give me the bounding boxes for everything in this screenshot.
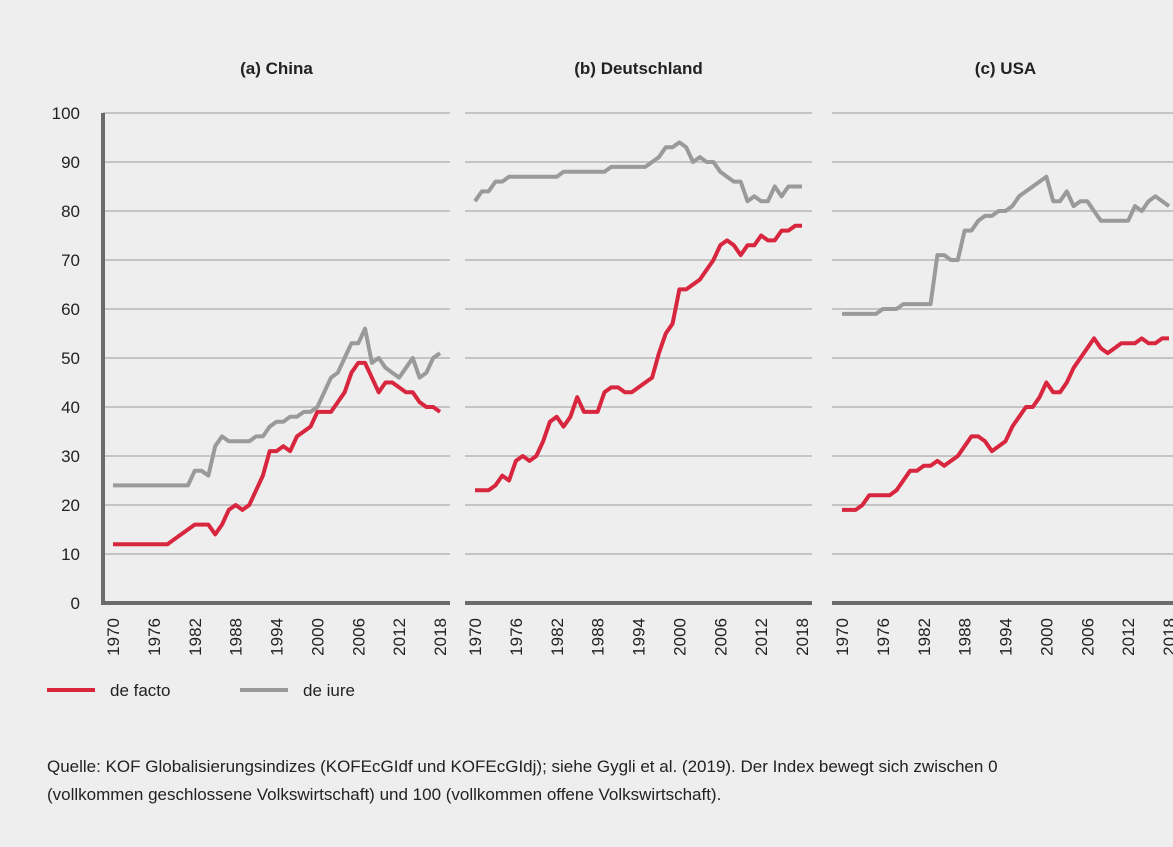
y-tick-label: 60: [61, 300, 80, 319]
series-line: [113, 360, 442, 547]
panel-title: (a) China: [240, 59, 313, 78]
panel-title: (c) USA: [975, 59, 1036, 78]
x-tick-label: 1988: [589, 618, 608, 656]
panel-title: (b) Deutschland: [574, 59, 702, 78]
x-tick-label: 2012: [1119, 618, 1138, 656]
series-line: [473, 140, 802, 204]
x-tick-label: 1994: [268, 618, 287, 656]
x-tick-label: 1970: [833, 618, 852, 656]
x-tick-label: 1976: [874, 618, 893, 656]
y-tick-label: 80: [61, 202, 80, 221]
x-tick-label: 2012: [390, 618, 409, 656]
x-tick-label: 1994: [997, 618, 1016, 656]
y-tick-label: 100: [52, 104, 80, 123]
x-tick-label: 1982: [548, 618, 567, 656]
x-tick-label: 1994: [630, 618, 649, 656]
x-tick-label: 1970: [466, 618, 485, 656]
x-tick-label: 1976: [507, 618, 526, 656]
x-tick-label: 2006: [1078, 618, 1097, 656]
y-tick-label: 20: [61, 496, 80, 515]
x-tick-label: 1988: [956, 618, 975, 656]
x-tick-label: 2000: [670, 618, 689, 656]
legend-label: de iure: [303, 681, 355, 700]
source-note: Quelle: KOF Globalisierungsindizes (KOFE…: [47, 757, 998, 776]
y-tick-label: 40: [61, 398, 80, 417]
x-tick-label: 1976: [145, 618, 164, 656]
y-tick-label: 70: [61, 251, 80, 270]
x-tick-label: 2000: [1037, 618, 1056, 656]
y-tick-label: 0: [71, 594, 80, 613]
series-line: [475, 223, 802, 493]
x-tick-label: 1982: [915, 618, 934, 656]
x-tick-label: 2012: [752, 618, 771, 656]
series-line: [842, 336, 1169, 512]
source-note: (vollkommen geschlossene Volkswirtschaft…: [47, 785, 721, 804]
y-tick-label: 90: [61, 153, 80, 172]
x-tick-label: 2006: [711, 618, 730, 656]
x-tick-label: 1988: [227, 618, 246, 656]
series-line: [842, 174, 1171, 316]
x-tick-label: 1970: [104, 618, 123, 656]
legend-label: de facto: [110, 681, 171, 700]
x-tick-label: 2018: [431, 618, 450, 656]
x-tick-label: 2018: [793, 618, 812, 656]
x-tick-label: 1982: [186, 618, 205, 656]
y-tick-label: 50: [61, 349, 80, 368]
y-tick-label: 10: [61, 545, 80, 564]
x-tick-label: 2006: [349, 618, 368, 656]
series-line: [113, 326, 442, 488]
x-tick-label: 2000: [308, 618, 327, 656]
x-tick-label: 2018: [1160, 618, 1173, 656]
y-tick-label: 30: [61, 447, 80, 466]
